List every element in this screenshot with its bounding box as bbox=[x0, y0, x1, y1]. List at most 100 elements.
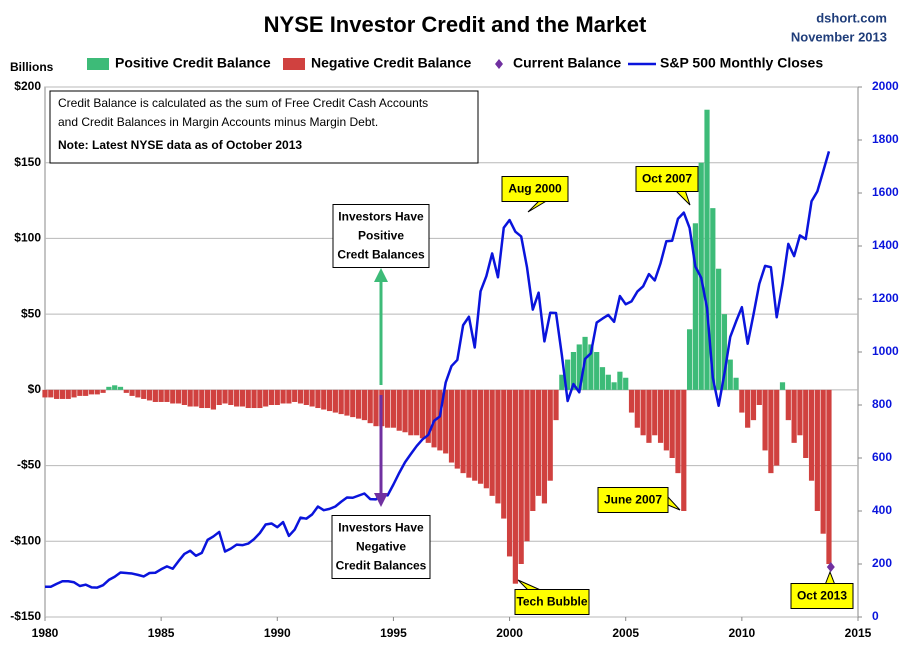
bar bbox=[536, 389, 542, 496]
bar bbox=[170, 389, 176, 404]
bar bbox=[123, 389, 129, 393]
bar bbox=[367, 389, 373, 424]
bar bbox=[547, 389, 553, 481]
bar bbox=[390, 389, 397, 428]
y2-tick-label: 1800 bbox=[872, 132, 899, 146]
bar bbox=[158, 389, 164, 402]
callout-box bbox=[790, 583, 854, 609]
bar bbox=[77, 389, 83, 396]
bar bbox=[385, 389, 391, 428]
bar bbox=[239, 389, 246, 407]
bar bbox=[326, 389, 333, 412]
bar bbox=[292, 389, 298, 402]
bar bbox=[454, 389, 460, 469]
bar bbox=[721, 314, 728, 390]
callout-box bbox=[514, 589, 590, 615]
bar bbox=[669, 389, 675, 458]
bar bbox=[321, 389, 327, 410]
bar bbox=[524, 389, 530, 542]
y-tick-label: $200 bbox=[14, 79, 41, 93]
bar bbox=[739, 389, 745, 413]
bar bbox=[803, 389, 809, 458]
bar bbox=[263, 389, 269, 407]
y2-tick-label: 1200 bbox=[872, 291, 899, 305]
bar bbox=[506, 389, 513, 557]
bar bbox=[373, 389, 379, 427]
bar bbox=[779, 382, 786, 390]
y-axis-label: Billions bbox=[10, 60, 54, 74]
bar bbox=[477, 389, 484, 484]
y2-tick-label: 1600 bbox=[872, 185, 899, 199]
bar bbox=[245, 389, 251, 409]
bar bbox=[628, 389, 635, 413]
annotation: Investors Have bbox=[338, 521, 424, 535]
bar bbox=[65, 389, 71, 399]
bar bbox=[611, 382, 617, 390]
bar bbox=[419, 389, 426, 439]
bar bbox=[181, 389, 187, 405]
bar bbox=[437, 389, 443, 451]
chart-title: NYSE Investor Credit and the Market bbox=[264, 12, 647, 37]
bar bbox=[164, 389, 170, 402]
y2-tick-label: 800 bbox=[872, 397, 892, 411]
bar bbox=[501, 389, 507, 519]
bar bbox=[710, 208, 716, 390]
x-tick-label: 1985 bbox=[148, 626, 175, 640]
bar bbox=[675, 389, 681, 474]
bar bbox=[361, 389, 367, 421]
bar bbox=[657, 389, 664, 443]
bar bbox=[756, 389, 762, 405]
bar bbox=[553, 389, 559, 421]
bar bbox=[216, 389, 222, 405]
bar bbox=[646, 389, 652, 443]
bar bbox=[814, 389, 820, 511]
bar bbox=[106, 386, 112, 390]
bar bbox=[100, 389, 106, 393]
legend-swatch bbox=[87, 58, 109, 70]
annotation: Positive bbox=[358, 229, 404, 243]
bar bbox=[768, 389, 774, 474]
bar bbox=[652, 389, 658, 436]
arrow-head bbox=[374, 268, 388, 282]
x-tick-label: 2005 bbox=[612, 626, 639, 640]
bar bbox=[594, 352, 600, 390]
bar bbox=[716, 268, 722, 390]
x-tick-label: 2015 bbox=[845, 626, 872, 640]
x-tick-label: 2010 bbox=[729, 626, 756, 640]
y-tick-label: -$100 bbox=[10, 533, 41, 547]
bar bbox=[820, 389, 826, 534]
bar bbox=[135, 389, 141, 398]
bar bbox=[117, 386, 124, 390]
bar bbox=[297, 389, 304, 404]
bar bbox=[204, 389, 211, 409]
bar bbox=[599, 367, 606, 390]
bar bbox=[634, 389, 640, 428]
bar bbox=[448, 389, 455, 463]
annotation: Credit Balances bbox=[336, 559, 427, 573]
bar bbox=[315, 389, 321, 409]
bar bbox=[309, 389, 315, 407]
note-text: and Credit Balances in Margin Accounts m… bbox=[58, 115, 378, 129]
bar bbox=[257, 389, 263, 409]
bar bbox=[199, 389, 205, 409]
bar bbox=[187, 389, 193, 407]
annotation: June 2007 bbox=[604, 493, 662, 507]
bar bbox=[686, 329, 693, 390]
bar bbox=[745, 389, 751, 428]
date: November 2013 bbox=[791, 29, 887, 44]
bar bbox=[443, 389, 449, 454]
arrow-head bbox=[374, 493, 388, 507]
bar bbox=[692, 223, 699, 390]
callout-box bbox=[597, 487, 669, 513]
bar bbox=[268, 389, 275, 405]
callout-box bbox=[501, 176, 569, 202]
y-tick-label: $150 bbox=[14, 155, 41, 169]
y-tick-label: $0 bbox=[28, 382, 42, 396]
bar bbox=[808, 389, 815, 481]
bar bbox=[530, 389, 536, 511]
bar bbox=[617, 371, 623, 390]
annotation: Investors Have bbox=[338, 210, 424, 224]
bar bbox=[59, 389, 66, 399]
bar bbox=[605, 374, 611, 390]
bar bbox=[576, 344, 582, 390]
